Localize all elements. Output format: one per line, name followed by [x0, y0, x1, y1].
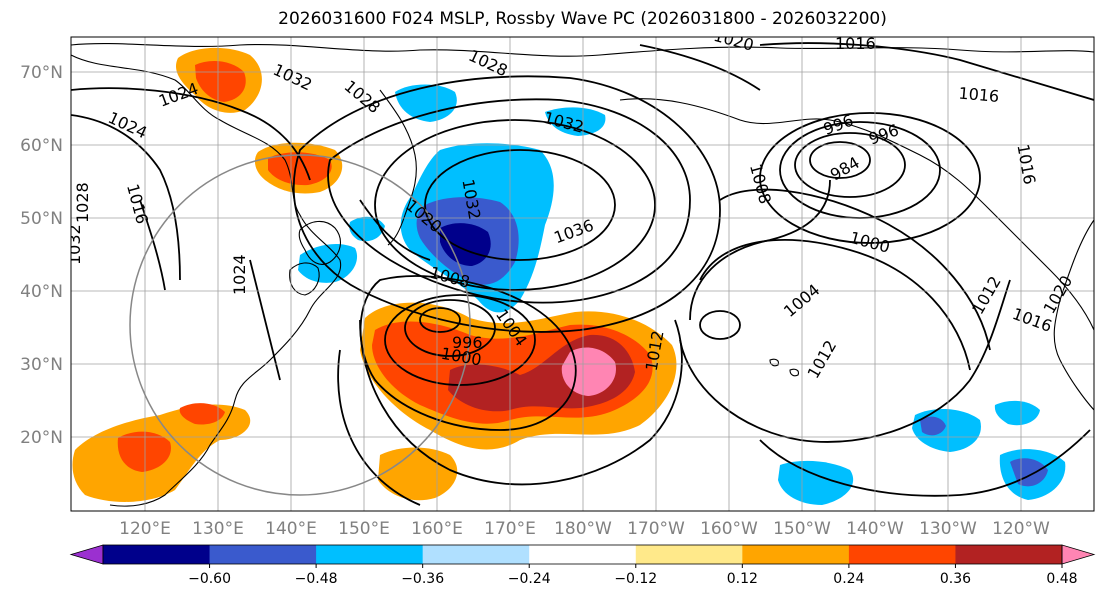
isobar-label: 1024	[230, 254, 249, 295]
negative-anomaly-mid	[920, 416, 946, 436]
colorbar-segment	[422, 545, 530, 564]
isobar-1008	[359, 275, 577, 431]
lon-label: 180°W	[554, 519, 612, 539]
lon-label: 160°W	[700, 519, 758, 539]
anomaly-shading	[72, 47, 1066, 505]
isobar-low-1004	[384, 294, 536, 386]
positive-anomaly-region	[378, 447, 458, 501]
hawaii-islands	[769, 358, 799, 377]
lat-label: 60°N	[20, 136, 63, 156]
north-america-coastline	[1053, 219, 1094, 411]
negative-anomaly-region	[778, 460, 854, 505]
colorbar-tick-label: −0.60	[188, 571, 231, 587]
lat-label: 40°N	[20, 282, 63, 302]
colorbar-segment	[742, 545, 850, 564]
colorbar-extend-high	[1061, 544, 1096, 565]
isobar-low-1000	[404, 299, 496, 357]
lon-label: 120°E	[119, 519, 171, 539]
colorbar-extend-low	[69, 544, 104, 565]
isobar-1016	[337, 349, 421, 506]
asia-coastline	[71, 54, 342, 507]
japan-coastline	[298, 220, 341, 265]
colorbar-segment	[955, 545, 1063, 564]
positive-anomaly-core	[117, 431, 171, 472]
positive-anomaly-core	[268, 152, 332, 186]
colorbar-tick-label: −0.24	[508, 571, 551, 587]
isobars	[71, 42, 1094, 506]
isobar-1028	[327, 98, 691, 304]
lon-label: 170°E	[484, 519, 536, 539]
isobar-west-1016	[139, 199, 166, 291]
isobar-low-984	[809, 141, 871, 179]
isobar-1012-east	[679, 279, 1011, 443]
map-title: 2026031600 F024 MSLP, Rossby Wave PC (20…	[278, 9, 887, 29]
colorbar-segment	[316, 545, 424, 564]
lat-label: 20°N	[20, 428, 63, 448]
isobar-1000	[719, 188, 991, 351]
lon-label: 170°W	[627, 519, 685, 539]
lon-label: 150°W	[773, 519, 831, 539]
isobar-1032	[374, 119, 656, 291]
region-circle	[129, 154, 471, 496]
isobar-low-996	[759, 112, 981, 244]
lat-label: 70°N	[20, 63, 63, 83]
isobar-1020	[359, 199, 431, 261]
isobar-1016-north	[759, 42, 1094, 101]
isobar-1016-east	[759, 429, 1091, 497]
colorbar-tick-label: 0.12	[727, 571, 758, 587]
isobar-1024	[292, 75, 721, 333]
colorbar-tick-label: −0.36	[401, 571, 444, 587]
isobar-1036	[424, 149, 616, 261]
lat-label: 30°N	[20, 355, 63, 375]
colorbar-segment	[635, 545, 743, 564]
latitude-labels: 70°N 60°N 50°N 40°N 30°N 20°N	[20, 63, 63, 448]
gridlines	[71, 37, 1094, 511]
isobar-low-988	[794, 132, 906, 198]
colorbar-tick-label: 0.48	[1046, 571, 1077, 587]
isobar-label: 1016	[958, 84, 1000, 106]
isobar-low-996	[419, 307, 461, 333]
lon-label: 140°E	[265, 519, 317, 539]
isobar-west-1024	[71, 114, 181, 281]
colorbar-segment	[103, 545, 211, 564]
kamchatka-coastline	[379, 89, 417, 246]
colorbar: −0.60 −0.48 −0.36 −0.24 −0.12 0.12 0.24 0.36 0.4…	[69, 544, 1096, 587]
colorbar-segment	[209, 545, 317, 564]
isobar-label: 1016	[835, 34, 876, 53]
coastlines	[71, 43, 1094, 507]
negative-anomaly-region	[545, 107, 606, 136]
colorbar-segment	[848, 545, 956, 564]
map-frame	[70, 36, 1095, 512]
colorbar-tick-label: 0.36	[940, 571, 971, 587]
japan-coastline	[289, 262, 320, 296]
isobar-west-1020	[249, 259, 281, 381]
lon-label: 160°E	[411, 519, 463, 539]
lat-label: 50°N	[20, 209, 63, 229]
isobar-low-1008	[699, 310, 741, 340]
colorbar-tick-label: −0.12	[614, 571, 657, 587]
negative-anomaly-region	[395, 84, 457, 122]
isobar-1008-east	[689, 179, 831, 321]
longitude-labels: 120°E 130°E 140°E 150°E 160°E 170°E 180°…	[119, 519, 1050, 539]
positive-anomaly-core	[195, 60, 246, 102]
isobar-1012	[359, 319, 683, 486]
colorbar-tick-label: −0.48	[295, 571, 338, 587]
isobar-label: 1028	[73, 182, 92, 223]
isobar-label: 1032	[65, 224, 84, 265]
arctic-coastline	[71, 43, 1094, 57]
colorbar-tick-label: 0.24	[833, 571, 864, 587]
negative-anomaly-region	[994, 400, 1040, 426]
lon-label: 150°E	[338, 519, 390, 539]
isobar-west-1028	[71, 87, 311, 181]
isobar-label: 996	[452, 333, 483, 352]
positive-anomaly-core	[179, 403, 225, 425]
colorbar-outline	[102, 544, 1063, 565]
alaska-coastline	[619, 98, 1094, 331]
lon-label: 140°W	[846, 519, 904, 539]
lon-label: 130°W	[919, 519, 977, 539]
lon-label: 120°W	[992, 519, 1050, 539]
colorbar-segment	[529, 545, 637, 564]
lon-label: 130°E	[192, 519, 244, 539]
